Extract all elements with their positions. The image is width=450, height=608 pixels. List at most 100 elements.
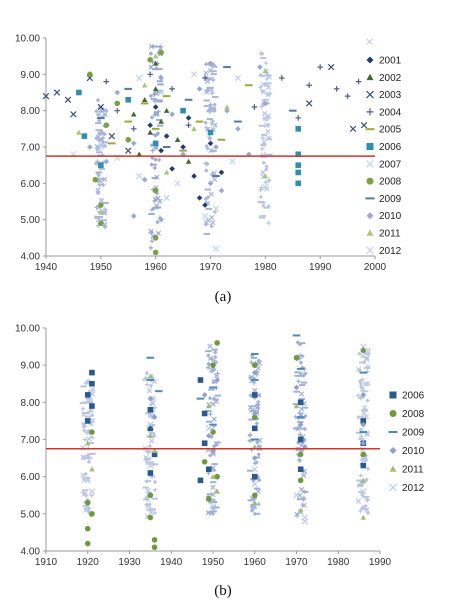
- column-point: [209, 214, 215, 221]
- legend-label: 2006: [402, 391, 425, 402]
- data-point: [89, 369, 95, 376]
- series-2011: [76, 53, 269, 215]
- data-point: [92, 176, 99, 183]
- data-point: [251, 410, 258, 417]
- column-point: [157, 157, 162, 163]
- column-point: [146, 388, 153, 394]
- legend-marker: [366, 177, 374, 185]
- column-point: [90, 435, 95, 440]
- column-point: [81, 455, 87, 461]
- data-point: [98, 202, 104, 208]
- column-point: [95, 134, 101, 140]
- column-point: [144, 502, 149, 507]
- column-point: [210, 451, 216, 457]
- data-point: [360, 418, 367, 424]
- data-point: [84, 525, 91, 532]
- data-point: [295, 180, 302, 187]
- column-point: [203, 219, 209, 226]
- data-point: [185, 158, 192, 164]
- column-point: [149, 115, 155, 120]
- data-column: [246, 353, 263, 517]
- legend-marker: [389, 483, 397, 492]
- x-tick-label: 1960: [244, 557, 267, 568]
- x-tick-label: 1940: [35, 262, 58, 273]
- data-point: [196, 86, 203, 92]
- column-point: [207, 355, 214, 362]
- column-point: [97, 177, 103, 184]
- x-tick-label: 1990: [309, 262, 332, 273]
- y-tick-label: 7.00: [21, 435, 41, 446]
- data-point: [206, 403, 212, 409]
- column-point: [258, 85, 263, 90]
- data-point: [147, 514, 154, 521]
- column-point: [362, 457, 368, 462]
- column-point: [152, 405, 157, 410]
- column-point: [148, 228, 154, 235]
- data-point: [53, 89, 61, 96]
- column-point: [154, 91, 160, 97]
- data-point: [98, 220, 104, 227]
- data-point: [87, 144, 93, 150]
- column-point: [358, 384, 364, 390]
- column-point: [211, 77, 216, 83]
- data-point: [147, 395, 154, 402]
- column-point: [298, 391, 305, 397]
- data-point: [206, 496, 212, 502]
- data-point: [151, 447, 158, 453]
- data-point: [201, 212, 209, 220]
- column-point: [254, 421, 259, 426]
- column-point: [148, 93, 154, 99]
- series-2008: [87, 49, 164, 256]
- column-point: [360, 353, 366, 359]
- column-point: [260, 169, 266, 176]
- data-point: [147, 432, 154, 439]
- data-point: [130, 111, 137, 117]
- data-point: [42, 92, 50, 100]
- series-2011: [84, 373, 367, 520]
- data-point: [251, 414, 258, 421]
- column-point: [203, 120, 208, 125]
- column-point: [252, 387, 258, 394]
- legend-label: 2007: [379, 159, 402, 170]
- column-point: [247, 432, 253, 437]
- column-point: [152, 479, 158, 485]
- data-point: [360, 421, 367, 428]
- column-point: [247, 405, 254, 411]
- column-point: [148, 402, 154, 407]
- data-point: [206, 466, 212, 473]
- column-point: [363, 503, 368, 509]
- column-point: [143, 375, 149, 380]
- legend-label: 2003: [379, 90, 402, 101]
- column-point: [97, 137, 104, 143]
- y-tick-label: 9.00: [21, 361, 41, 372]
- column-point: [256, 399, 261, 404]
- column-point: [205, 195, 211, 200]
- data-point: [147, 71, 153, 78]
- column-point: [211, 468, 217, 473]
- data-point: [98, 162, 104, 168]
- data-point: [251, 455, 258, 461]
- column-point: [356, 393, 361, 398]
- column-point: [203, 161, 208, 166]
- chart-panel-b: 4.00 5.00 6.00 7.00 8.00 9.00 10.00 1910 1920 193…: [15, 324, 425, 569]
- column-point: [148, 383, 154, 389]
- data-point: [360, 451, 367, 458]
- data-point: [234, 74, 242, 82]
- data-point: [360, 347, 367, 354]
- legend-label: 2005: [379, 125, 402, 136]
- data-point: [207, 129, 214, 136]
- data-point: [201, 410, 208, 417]
- column-point: [264, 82, 270, 88]
- data-point: [141, 82, 148, 88]
- data-point: [205, 425, 213, 432]
- column-point: [82, 428, 87, 433]
- data-point: [251, 466, 258, 473]
- column-point: [250, 353, 255, 358]
- column-point: [100, 135, 106, 141]
- data-point: [135, 172, 143, 180]
- column-point: [212, 176, 218, 183]
- column-point: [153, 157, 158, 162]
- data-point: [158, 75, 164, 81]
- column-point: [206, 353, 211, 358]
- column-point: [102, 111, 108, 117]
